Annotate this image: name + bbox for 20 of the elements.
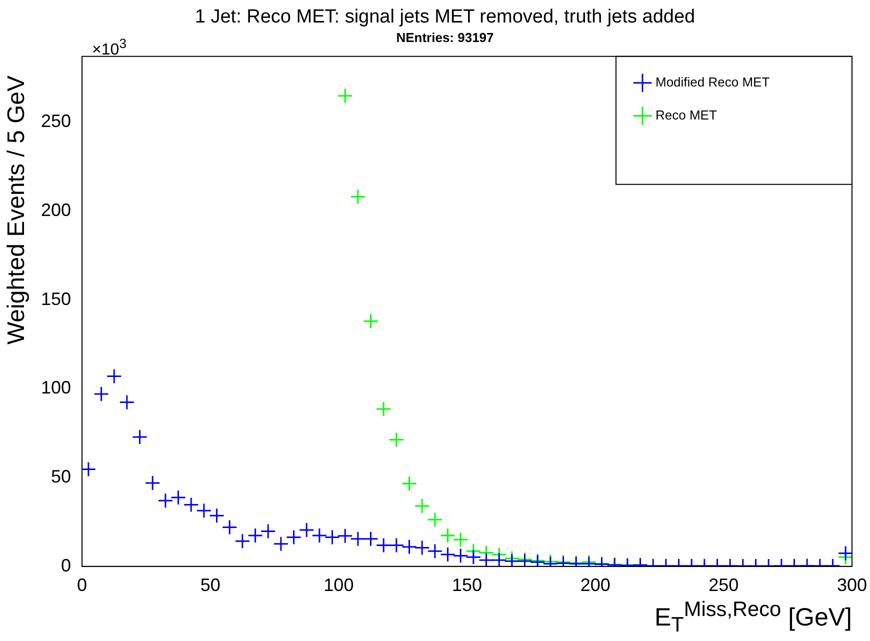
chart-title: 1 Jet: Reco MET: signal jets MET removed, truth jets added — [194, 6, 696, 28]
y-tick-label: 200 — [40, 200, 72, 220]
x-tick-label: 300 — [836, 575, 868, 596]
x-tick-label: 50 — [200, 575, 220, 596]
chart-subtitle: NEntries: 93197 — [396, 30, 494, 46]
y-tick-label: 100 — [40, 378, 72, 398]
x-tick-label: 150 — [452, 575, 482, 596]
y-tick-label: 250 — [40, 111, 72, 132]
legend-label: Reco MET — [655, 107, 717, 122]
x-tick-label: 200 — [580, 575, 610, 596]
annotation: ×10$^{3}$ — [92, 36, 127, 60]
x-tick-label: 0 — [77, 575, 88, 596]
x-tick-label: 250 — [708, 575, 739, 596]
legend-label: Modified Reco MET — [655, 74, 770, 90]
y-tick-label: 50 — [51, 466, 72, 487]
x-tick-label: 100 — [324, 575, 354, 596]
y-tick-label: 0 — [61, 555, 72, 576]
y-axis-title: Weighted Events / 5 GeV — [3, 74, 31, 347]
x-axis-title: E$_{T}$$^{Miss,Reco}$ [GeV] — [654, 598, 852, 638]
y-tick-label: 150 — [40, 288, 72, 309]
